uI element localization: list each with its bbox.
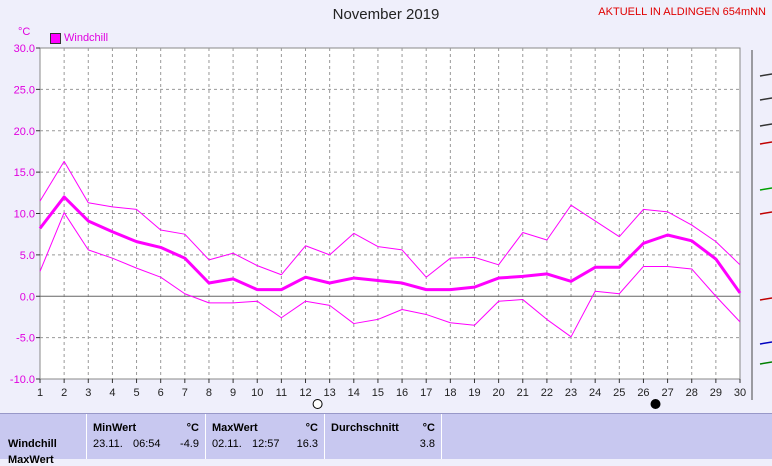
stats-row-label-2: MaxWert bbox=[8, 454, 54, 466]
x-tick-label: 9 bbox=[230, 387, 236, 399]
y-tick-label: 0.0 bbox=[20, 291, 35, 303]
y-unit-label: °C bbox=[18, 26, 31, 38]
legend: Windchill bbox=[50, 32, 108, 44]
y-tick-label: -10.0 bbox=[10, 374, 35, 386]
y-tick-label: 15.0 bbox=[14, 167, 35, 179]
station-label: AKTUELL IN ALDINGEN 654mNN bbox=[598, 6, 766, 18]
x-tick-label: 30 bbox=[734, 387, 746, 399]
x-tick-label: 23 bbox=[565, 387, 577, 399]
legend-swatch bbox=[50, 32, 61, 44]
stats-max-cell: MaxWert °C 02.11. 12:57 16.3 bbox=[206, 414, 325, 459]
x-tick-label: 22 bbox=[541, 387, 553, 399]
y-tick-label: 10.0 bbox=[14, 209, 35, 221]
x-tick-label: 7 bbox=[182, 387, 188, 399]
y-tick-label: 25.0 bbox=[14, 84, 35, 96]
y-tick-label: -5.0 bbox=[16, 333, 35, 345]
x-tick-label: 12 bbox=[299, 387, 311, 399]
x-tick-label: 27 bbox=[661, 387, 673, 399]
right-strip-tick bbox=[759, 97, 772, 101]
max-time: 12:57 bbox=[252, 438, 280, 450]
series-line-mean bbox=[38, 195, 742, 294]
right-strip-tick bbox=[759, 361, 772, 365]
x-tick-label: 10 bbox=[251, 387, 263, 399]
min-time: 06:54 bbox=[133, 438, 161, 450]
x-tick-label: 6 bbox=[158, 387, 164, 399]
series-line-max bbox=[39, 160, 741, 278]
right-strip-tick bbox=[759, 341, 772, 345]
stats-min-cell: MinWert °C 23.11. 06:54 -4.9 bbox=[87, 414, 206, 459]
x-tick-label: 4 bbox=[109, 387, 115, 399]
y-tick-label: 30.0 bbox=[14, 43, 35, 55]
x-tick-label: 20 bbox=[492, 387, 504, 399]
new-moon-icon bbox=[650, 399, 661, 409]
x-tick-label: 19 bbox=[468, 387, 480, 399]
x-tick-label: 29 bbox=[710, 387, 722, 399]
x-tick-label: 17 bbox=[420, 387, 432, 399]
x-tick-label: 21 bbox=[517, 387, 529, 399]
right-strip-tick bbox=[759, 297, 772, 301]
x-tick-label: 3 bbox=[85, 387, 91, 399]
x-tick-label: 11 bbox=[276, 387, 287, 399]
x-tick-label: 13 bbox=[324, 387, 336, 399]
max-value: 16.3 bbox=[296, 438, 318, 450]
full-moon-icon bbox=[312, 399, 323, 409]
max-unit: °C bbox=[305, 422, 318, 434]
chart: 1 2 3 4 5 6 7 8 9 10 11 12 13 14 15 16 17 18 19 20 21 22 23 24 2… bbox=[10, 43, 772, 409]
x-tick-label: 8 bbox=[206, 387, 212, 399]
x-tick-label: 5 bbox=[133, 387, 139, 399]
x-tick-label: 25 bbox=[613, 387, 625, 399]
min-date: 23.11. bbox=[93, 438, 123, 450]
stats-avg-cell: Durchschnitt °C 3.8 bbox=[325, 414, 442, 459]
max-header: MaxWert bbox=[212, 422, 258, 434]
x-tick-label: 15 bbox=[372, 387, 384, 399]
x-tick-label: 2 bbox=[61, 387, 67, 399]
chart-title: November 2019 bbox=[332, 6, 440, 23]
x-tick-label: 28 bbox=[686, 387, 698, 399]
min-value: -4.9 bbox=[180, 438, 199, 450]
right-strip-tick bbox=[759, 211, 772, 215]
stats-row-label: Windchill bbox=[8, 438, 57, 450]
max-date: 02.11. bbox=[212, 438, 242, 450]
legend-label: Windchill bbox=[64, 32, 109, 44]
x-tick-label: 16 bbox=[396, 387, 408, 399]
y-tick-label: 5.0 bbox=[20, 250, 35, 262]
x-tick-label: 14 bbox=[348, 387, 360, 399]
series-line-min bbox=[39, 212, 741, 338]
stats-label-cell: Windchill MaxWert bbox=[0, 414, 87, 466]
min-unit: °C bbox=[186, 422, 199, 434]
x-tick-label: 1 bbox=[37, 387, 43, 399]
stats-panel: Windchill MaxWert MinWert °C 23.11. 06:5… bbox=[0, 413, 772, 466]
avg-header: Durchschnitt bbox=[331, 422, 399, 434]
right-strip-tick bbox=[759, 123, 772, 127]
x-tick-label: 18 bbox=[444, 387, 456, 399]
min-header: MinWert bbox=[93, 422, 137, 434]
avg-unit: °C bbox=[422, 422, 435, 434]
right-strip-tick bbox=[759, 73, 772, 77]
x-tick-label: 26 bbox=[637, 387, 649, 399]
y-tick-label: 20.0 bbox=[14, 126, 35, 138]
avg-value: 3.8 bbox=[419, 438, 435, 450]
right-strip-tick bbox=[759, 187, 772, 191]
right-strip-tick bbox=[759, 141, 772, 145]
x-tick-label: 24 bbox=[589, 387, 601, 399]
